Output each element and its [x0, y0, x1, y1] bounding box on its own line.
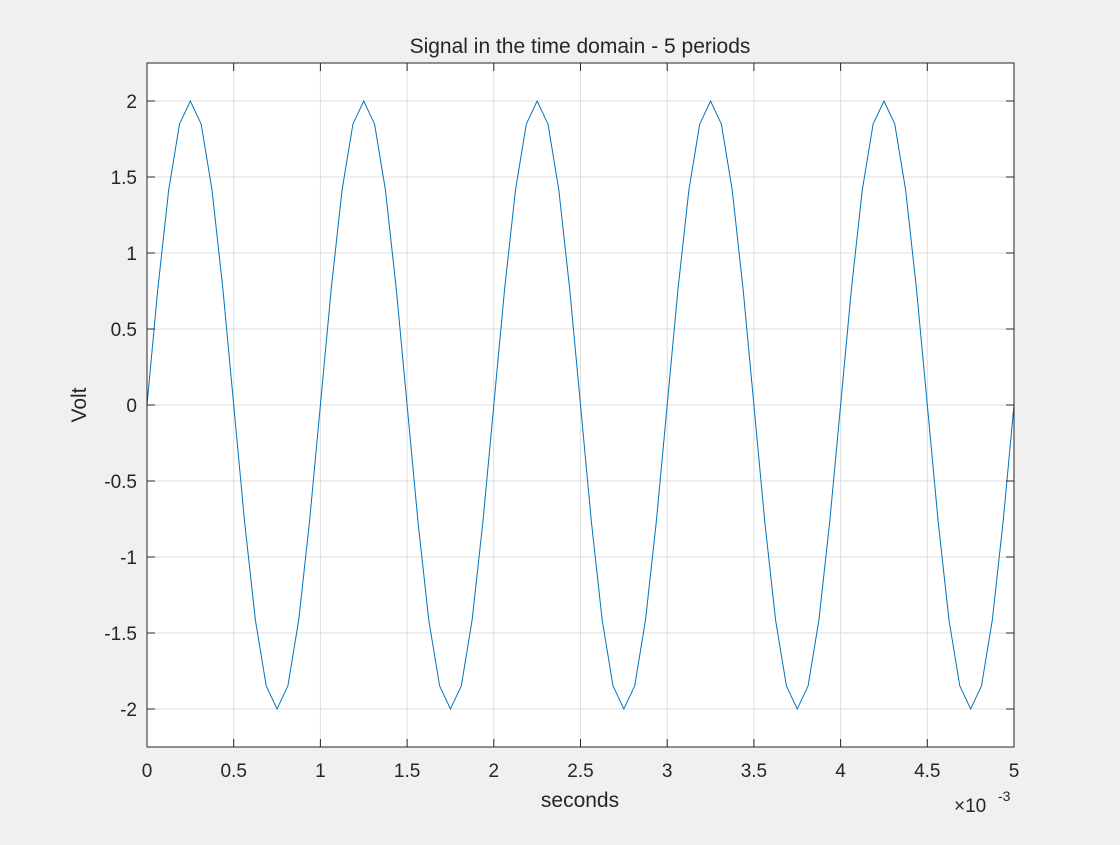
series-layer [146, 99, 1015, 711]
x-tick-label: 2.5 [567, 761, 593, 782]
x-tick-label: 0 [142, 761, 153, 782]
y-tick-label: 1.5 [111, 168, 137, 189]
x-tick-label: 4.5 [914, 761, 940, 782]
y-tick-label: -1 [120, 548, 137, 569]
x-tick-label: 1.5 [394, 761, 420, 782]
y-tick-label: -0.5 [104, 472, 137, 493]
series-line [146, 99, 1015, 711]
x-tick-label: 1 [315, 761, 326, 782]
x-tick-labels: 0 0.5 1 1.5 2 2.5 3 3.5 4 4.5 5 [142, 761, 1020, 782]
x-tick-label: 5 [1009, 761, 1020, 782]
y-tick-label: 1 [126, 244, 137, 265]
y-tick-label: 0.5 [111, 320, 137, 341]
y-axis-label: Volt [68, 387, 91, 422]
ticks [146, 63, 1015, 747]
x-tick-label: 3.5 [741, 761, 767, 782]
y-tick-label: 0 [126, 396, 137, 417]
x-axis-exponent-power: -3 [998, 788, 1011, 804]
x-axis-exponent-base: ×10 [954, 796, 986, 817]
y-tick-label: -2 [120, 700, 137, 721]
x-tick-label: 0.5 [220, 761, 246, 782]
y-tick-label: 2 [126, 92, 137, 113]
chart-title: Signal in the time domain - 5 periods [410, 35, 751, 58]
y-tick-labels: 2 1.5 1 0.5 0 -0.5 -1 -1.5 -2 [104, 92, 137, 721]
x-axis-label: seconds [541, 789, 619, 812]
y-tick-label: -1.5 [104, 624, 137, 645]
x-axis-exponent: ×10 -3 [954, 788, 1011, 817]
x-tick-label: 2 [489, 761, 500, 782]
x-tick-label: 3 [662, 761, 673, 782]
x-tick-label: 4 [835, 761, 846, 782]
